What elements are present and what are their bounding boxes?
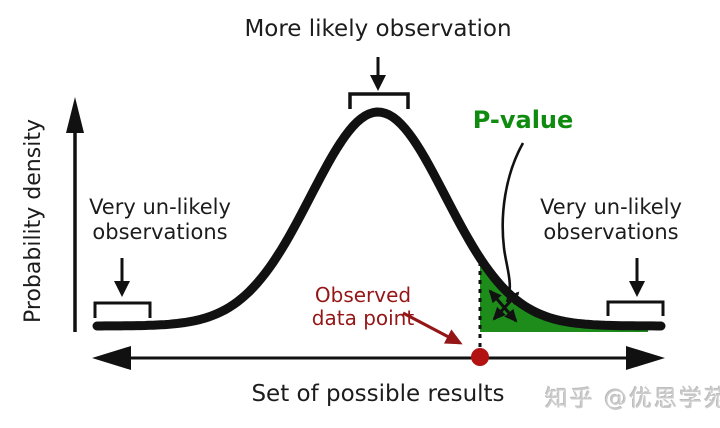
left-tail-bracket xyxy=(93,301,152,318)
observed-pointer-arrow xyxy=(402,311,463,345)
observed-data-point-label: Observed data point xyxy=(312,284,414,330)
y-axis-arrowhead-icon xyxy=(66,97,84,133)
unlikely-left-label: Very un-likely observations xyxy=(89,195,231,245)
observed-data-point-dot xyxy=(471,348,489,366)
p-value-pointer-line xyxy=(501,142,525,303)
x-axis-arrow xyxy=(92,346,665,370)
more-likely-label: More likely observation xyxy=(244,16,512,42)
unlikely-left-line2: observations xyxy=(92,220,228,245)
y-axis-arrow xyxy=(66,97,84,332)
x-axis-right-arrowhead-icon xyxy=(626,346,665,370)
unlikely-right-label: Very un-likely observations xyxy=(540,195,682,245)
unlikely-left-down-arrow-icon xyxy=(114,258,130,297)
observed-line2: data point xyxy=(311,306,415,330)
peak-bracket xyxy=(348,92,410,109)
unlikely-left-line1: Very un-likely xyxy=(89,195,231,219)
watermark: 知乎 @优思学苑 xyxy=(545,386,720,412)
normal-distribution-curve xyxy=(92,107,666,331)
unlikely-right-down-arrow-icon xyxy=(629,258,645,297)
observed-line1: Observed xyxy=(314,283,412,307)
crossed-arrows-icon xyxy=(488,289,520,323)
y-axis-label: Probability density xyxy=(20,119,46,323)
more-likely-down-arrow-icon xyxy=(370,57,386,91)
x-axis-label: Set of possible results xyxy=(251,381,505,407)
p-value-label: P-value xyxy=(472,106,574,134)
p-value-shaded-area xyxy=(480,258,648,332)
unlikely-right-line1: Very un-likely xyxy=(540,195,682,219)
x-axis-left-arrowhead-icon xyxy=(92,346,131,370)
unlikely-right-line2: observations xyxy=(543,220,679,245)
right-tail-bracket xyxy=(606,300,665,316)
